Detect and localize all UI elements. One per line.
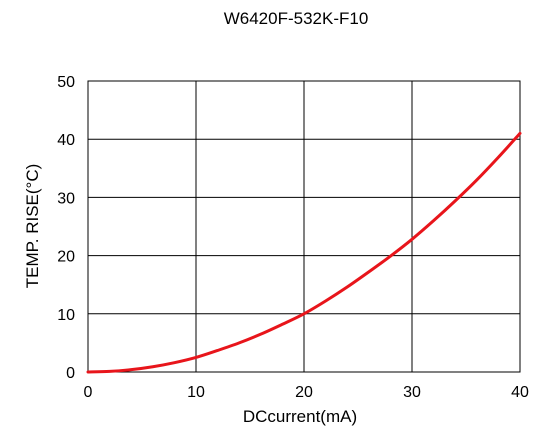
x-tick-label: 30	[403, 384, 421, 401]
grid-lines	[88, 81, 520, 372]
y-tick-label: 10	[57, 307, 75, 324]
y-axis-title: TEMP. RISE(°C)	[23, 164, 42, 289]
x-tick-label: 0	[84, 384, 93, 401]
y-tick-label: 20	[57, 249, 75, 266]
y-tick-label: 30	[57, 190, 75, 207]
chart-title: W6420F-532K-F10	[224, 9, 369, 28]
y-tick-label: 0	[66, 365, 75, 382]
series-layer	[86, 131, 522, 374]
x-axis-title: DCcurrent(mA)	[243, 407, 357, 426]
x-tick-label: 20	[295, 384, 313, 401]
x-tick-labels: 0 10 20 30 40	[84, 384, 529, 401]
y-tick-label: 50	[57, 74, 75, 91]
x-tick-label: 40	[511, 384, 529, 401]
y-tick-labels: 0 10 20 30 40 50	[57, 74, 75, 382]
x-tick-label: 10	[187, 384, 205, 401]
series-line	[86, 131, 522, 374]
y-tick-label: 40	[57, 132, 75, 149]
plot-area	[86, 80, 522, 374]
